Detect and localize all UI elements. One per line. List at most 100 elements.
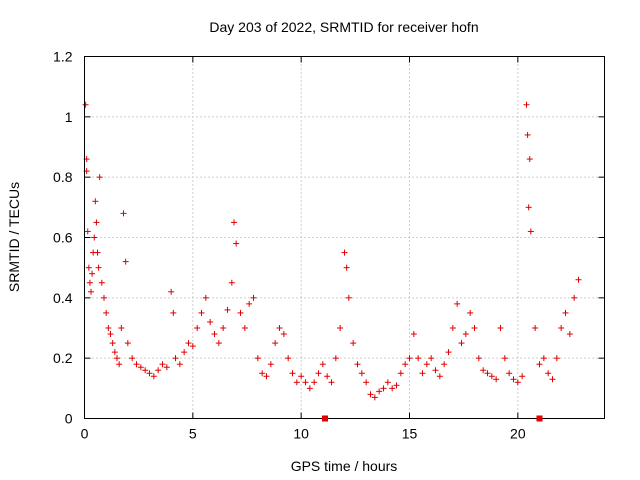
data-point: [133, 361, 140, 368]
data-point: [137, 364, 144, 371]
x-tick-label: 0: [81, 426, 89, 442]
data-point: [241, 325, 248, 331]
grid-lines: [84, 56, 605, 419]
data-point: [525, 204, 532, 211]
data-point: [105, 325, 112, 331]
data-point: [319, 361, 326, 368]
data-point: [428, 355, 435, 362]
data-point: [103, 309, 110, 316]
y-tick-label: 0: [65, 411, 73, 427]
data-point: [462, 331, 469, 338]
x-tick-label: 20: [510, 426, 526, 442]
data-point: [176, 361, 183, 368]
y-tick-label: 0.6: [53, 230, 73, 246]
data-point: [558, 325, 565, 331]
data-point: [272, 340, 279, 347]
data-point: [228, 279, 235, 286]
data-point: [506, 370, 513, 377]
data-point: [289, 370, 296, 377]
data-point: [549, 376, 556, 383]
data-point: [402, 361, 409, 368]
data-point: [93, 219, 100, 226]
data-point: [114, 355, 120, 362]
x-axis-label: GPS time / hours: [291, 458, 398, 474]
axis-markers: [322, 415, 543, 422]
chart-title: Day 203 of 2022, SRMTID for receiver hof…: [209, 19, 478, 35]
data-point: [449, 325, 456, 331]
data-point: [332, 355, 339, 362]
data-point: [298, 373, 305, 380]
data-point: [224, 306, 231, 313]
axis-marker: [536, 415, 543, 422]
data-point: [467, 309, 474, 316]
data-point: [118, 325, 125, 331]
data-point: [415, 355, 422, 362]
data-point: [397, 370, 404, 377]
data-point: [510, 376, 517, 383]
data-point: [280, 331, 287, 338]
data-point: [246, 300, 253, 307]
data-point: [384, 379, 391, 386]
data-point: [109, 340, 116, 347]
data-point: [263, 373, 270, 380]
data-point: [233, 240, 240, 247]
y-tick-label: 0.2: [53, 350, 73, 366]
data-points: [82, 101, 582, 401]
data-point: [358, 370, 365, 377]
data-point: [82, 101, 89, 108]
data-point: [91, 234, 98, 241]
data-point: [96, 174, 103, 181]
data-point: [120, 210, 127, 217]
data-point: [488, 373, 495, 380]
data-point: [380, 385, 387, 392]
data-point: [220, 325, 227, 331]
data-point: [514, 379, 521, 386]
data-point: [94, 249, 101, 256]
data-point: [363, 379, 370, 386]
data-point: [198, 309, 205, 316]
y-tick-label: 0.8: [53, 169, 73, 185]
data-point: [259, 370, 266, 377]
data-point: [553, 355, 560, 362]
data-point: [267, 361, 274, 368]
data-point: [540, 355, 547, 362]
data-point: [475, 355, 482, 362]
data-point: [527, 228, 534, 235]
data-point: [202, 294, 209, 301]
data-point: [354, 361, 361, 368]
data-point: [155, 367, 162, 374]
y-axis-label: SRMTID / TECUs: [6, 182, 22, 292]
data-point: [343, 264, 350, 271]
data-point: [237, 309, 244, 316]
data-point: [497, 325, 504, 331]
data-point: [410, 331, 417, 338]
data-point: [436, 373, 443, 380]
x-tick-label: 15: [402, 426, 418, 442]
data-point: [85, 264, 92, 271]
axis-marker: [322, 415, 328, 422]
data-point: [454, 300, 461, 307]
data-point: [89, 270, 96, 277]
data-point: [194, 325, 201, 331]
data-point: [231, 219, 237, 226]
data-point: [207, 318, 214, 325]
data-point: [142, 367, 149, 374]
data-point: [150, 373, 157, 380]
data-point: [566, 331, 573, 338]
data-point: [315, 370, 322, 377]
data-point: [526, 156, 533, 163]
data-point: [88, 288, 94, 295]
data-point: [101, 294, 107, 301]
data-point: [393, 382, 400, 389]
data-point: [168, 288, 175, 295]
data-point: [86, 279, 93, 286]
data-point: [116, 361, 123, 368]
data-point: [302, 379, 309, 386]
x-tick-label: 10: [293, 426, 309, 442]
data-point: [367, 391, 374, 398]
data-point: [211, 331, 218, 338]
data-point: [501, 355, 508, 362]
data-point: [371, 394, 378, 401]
data-point: [98, 279, 105, 286]
